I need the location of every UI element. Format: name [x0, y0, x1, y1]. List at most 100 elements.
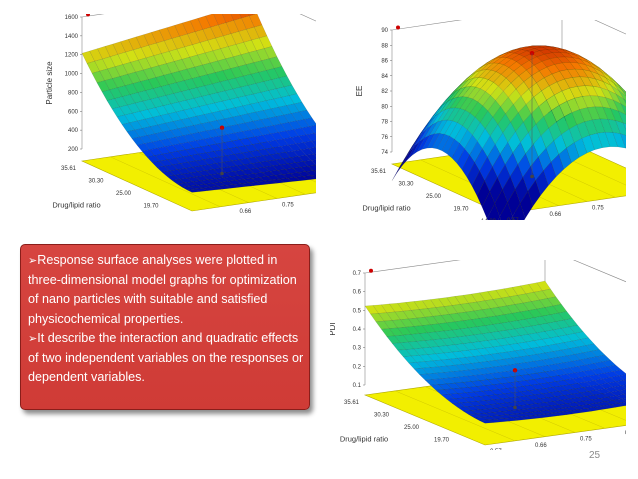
surface-patch [284, 84, 298, 96]
pdi-chart-svg: 0.1 0.2 0.3 0.4 0.5 0.6 0.7 PDI 35.61 30.30 25.00 1… [330, 260, 626, 450]
y-axis-label: EE [355, 86, 364, 97]
pdi-surface-plot: 0.1 0.2 0.3 0.4 0.5 0.6 0.7 PDI 35.61 30.30 25.00 1… [330, 260, 626, 450]
surface-patch [313, 170, 316, 173]
design-point-marker [86, 14, 90, 17]
surface-patch [536, 280, 551, 291]
floor-contour-line [110, 156, 221, 208]
y-tick-label: 88 [381, 43, 388, 49]
surface-patch [313, 153, 316, 157]
y-tick-label: 90 [381, 28, 388, 34]
y-tick-label: 800 [68, 90, 79, 96]
ee-chart-svg: 74 76 78 80 82 84 86 88 90 EE 35.61 30.30 25.00 19.70… [355, 20, 626, 220]
surface-patch [563, 318, 578, 327]
y-tick-label: 76 [381, 135, 388, 141]
surface-patch [569, 325, 584, 334]
surface-patch [624, 90, 626, 93]
y-tick-label: 74 [381, 150, 388, 156]
surface-patch [607, 365, 622, 372]
surface-patch [299, 110, 313, 120]
surface-patch [309, 125, 316, 134]
surface-patch [289, 93, 303, 105]
floor-marker [530, 174, 534, 179]
x-axis-label: Drug/lipid ratio [340, 435, 388, 444]
surface-patch [558, 311, 573, 321]
x-tick-label: 19.70 [143, 204, 159, 210]
y-tick-label: 0.1 [353, 383, 362, 389]
bullet-2: ➢It describe the interaction and quadrat… [28, 329, 305, 388]
surface-patch [620, 103, 626, 115]
floor-marker [220, 171, 224, 176]
y-tick-label: 1400 [65, 34, 79, 40]
surface-patch [618, 90, 626, 101]
x-axis-label: Drug/lipid ratio [52, 201, 100, 210]
surface-patch [596, 354, 611, 363]
x-tick-label: 14.39 [481, 219, 497, 220]
x-tick-label: 30.30 [88, 179, 104, 185]
bullet-1: ➢Response surface analyses were plotted … [28, 251, 305, 329]
x-tick-label: 30.30 [374, 413, 390, 419]
z-tick-label: 0.75 [592, 206, 604, 212]
surface-patch [279, 75, 293, 88]
response-surface [364, 280, 626, 424]
axis-line [364, 260, 461, 274]
surface-patch [618, 401, 626, 407]
surface-patch [585, 343, 600, 352]
surface-patch [623, 99, 626, 104]
surface-patch [311, 140, 316, 147]
y-tick-label: 400 [68, 128, 79, 134]
y-tick-label: 80 [381, 104, 388, 110]
floor-marker [513, 405, 517, 410]
particle-size-chart-svg: 200 400 600 800 1000 1200 1400 1600 Particle siz… [45, 14, 316, 214]
z-tick-label: 0.75 [282, 203, 294, 209]
surface-patch [547, 296, 562, 307]
z-tick-label: 0.66 [535, 443, 547, 449]
surface-patch [308, 165, 316, 171]
surface-patch [308, 147, 316, 155]
surface-patch [621, 89, 626, 97]
y-tick-label: 1200 [65, 53, 79, 59]
response-surface [391, 45, 626, 220]
y-tick-label: 200 [68, 147, 79, 153]
surface-patch [239, 14, 250, 19]
x-tick-label: 30.30 [398, 182, 414, 188]
z-tick-label: 0.57 [507, 218, 519, 220]
design-point-marker [396, 25, 400, 30]
y-tick-label: 0.6 [353, 290, 362, 296]
y-tick-label: 0.4 [353, 327, 362, 333]
surface-patch [314, 132, 316, 136]
arrow-bullet-icon: ➢ [28, 332, 38, 345]
surface-patch [274, 66, 288, 78]
surface-patch [612, 369, 626, 377]
x-tick-label: 25.00 [404, 425, 420, 431]
response-surface [81, 14, 316, 193]
x-tick-label: 35.61 [371, 169, 387, 175]
x-tick-label: 35.61 [344, 400, 360, 406]
ee-surface-plot: 74 76 78 80 82 84 86 88 90 EE 35.61 30.30 25.00 19.70… [330, 20, 626, 220]
floor-contour-line [394, 390, 516, 442]
z-tick-label: 0.66 [240, 209, 252, 214]
surface-patch [602, 360, 617, 367]
y-tick-label: 84 [381, 74, 388, 80]
surface-patch [304, 117, 316, 127]
z-tick-label: 0.57 [490, 449, 502, 450]
surface-patch [623, 122, 626, 131]
z-tick-label: 0.75 [580, 437, 592, 443]
bullet-2-text: It describe the interaction and quadrati… [28, 330, 304, 385]
axis-line [299, 14, 316, 22]
surface-patch [618, 389, 626, 395]
y-tick-label: 600 [68, 109, 79, 115]
axis-line [391, 20, 463, 31]
y-tick-label: 1600 [65, 15, 79, 21]
surface-patch [294, 102, 308, 112]
x-tick-label: 19.70 [434, 438, 450, 444]
y-tick-label: 0.3 [353, 346, 362, 352]
y-axis-label: Particle size [45, 61, 54, 105]
particle-size-surface-plot: 200 400 600 800 1000 1200 1400 1600 Particle siz… [20, 14, 316, 214]
x-tick-label: 25.00 [426, 194, 442, 200]
axis-line [573, 260, 626, 283]
y-tick-label: 0.2 [353, 364, 362, 370]
y-tick-label: 86 [381, 59, 388, 65]
y-tick-label: 0.7 [353, 271, 362, 277]
surface-patch [621, 384, 626, 389]
summary-text-box: ➢Response surface analyses were plotted … [20, 244, 310, 410]
